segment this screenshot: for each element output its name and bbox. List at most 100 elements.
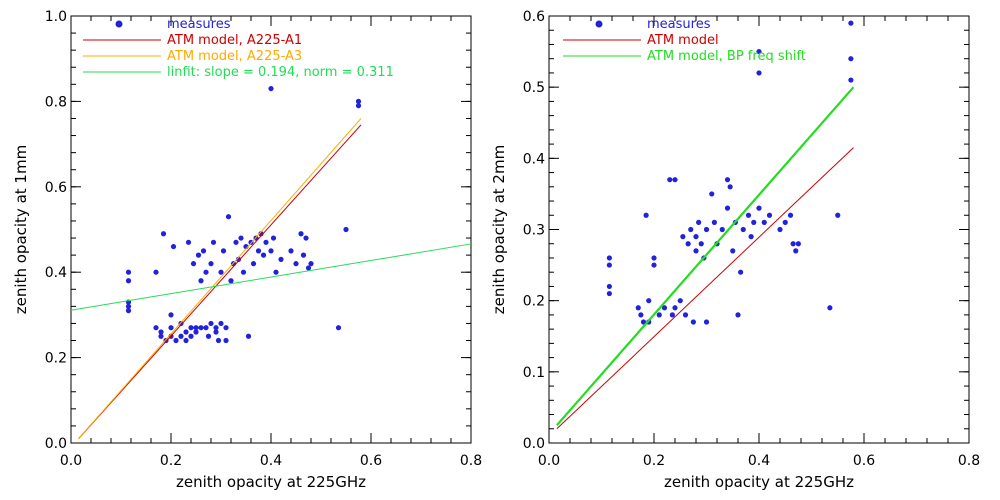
- data-point: [735, 312, 741, 318]
- legend-label: linfit: slope = 0.194, norm = 0.311: [167, 65, 394, 80]
- data-point: [761, 219, 767, 225]
- model-line: [78, 118, 362, 440]
- plot-frame: [548, 15, 970, 444]
- y-axis-label: zenith opacity at 2mm: [490, 145, 508, 314]
- data-point: [355, 103, 362, 109]
- y-tick-label: 0.8: [45, 94, 67, 110]
- data-point: [185, 239, 192, 245]
- data-point: [677, 298, 683, 304]
- x-tick-label: 0.4: [748, 453, 770, 469]
- y-tick-label: 0.1: [523, 365, 545, 381]
- data-point: [766, 212, 773, 218]
- data-point: [756, 205, 762, 211]
- data-point: [173, 337, 179, 344]
- x-axis-label: zenith opacity at 225GHz: [664, 473, 854, 491]
- data-point: [730, 248, 736, 254]
- data-point: [160, 231, 167, 237]
- data-point: [300, 252, 307, 258]
- data-point: [218, 269, 224, 275]
- data-point: [848, 77, 854, 83]
- y-tick-label: 0.2: [523, 294, 545, 310]
- data-point: [190, 261, 197, 267]
- x-tick-label: 0.2: [160, 453, 182, 469]
- data-point: [188, 325, 194, 331]
- model-line: [70, 243, 472, 311]
- y-tick-label: 0.0: [45, 436, 67, 452]
- chart-panel-1: 0.0 0.2 0.4 0.6 0.8 0.0 0.2 0.4 0.6 0.8 1.0 zenith …: [12, 9, 482, 491]
- data-point: [827, 305, 833, 311]
- data-point: [693, 234, 699, 240]
- data-point: [756, 48, 762, 55]
- data-point: [355, 98, 362, 104]
- legend-label: ATM model, A225-A3: [167, 49, 302, 64]
- data-point: [203, 269, 209, 275]
- data-point: [793, 248, 799, 254]
- data-point: [260, 252, 267, 258]
- data-point: [703, 226, 710, 233]
- model-line: [78, 124, 362, 440]
- legend-label: measures: [167, 17, 231, 32]
- data-point: [188, 333, 194, 339]
- data-point: [693, 248, 699, 254]
- x-tick-label: 0.0: [60, 453, 82, 469]
- data-point: [240, 269, 247, 275]
- chart-panel-2: 0.0 0.2 0.4 0.6 0.8 0.0 0.1 0.2 0.3 0.4 0.5 0.6 zeni…: [490, 9, 980, 491]
- data-point: [263, 239, 269, 245]
- data-point: [646, 298, 652, 304]
- data-point: [682, 312, 689, 318]
- data-point: [698, 241, 704, 247]
- data-point: [724, 205, 731, 211]
- data-point: [606, 283, 612, 290]
- legend-label: ATM model, BP freq shift: [647, 49, 806, 64]
- data-point: [218, 320, 224, 327]
- data-point: [168, 312, 174, 318]
- y-axis-label: zenith opacity at 1mm: [12, 145, 30, 314]
- data-point: [170, 243, 177, 250]
- data-point: [782, 219, 788, 225]
- data-point: [200, 248, 207, 254]
- data-point: [153, 325, 159, 331]
- data-point: [278, 256, 284, 262]
- data-point: [193, 325, 199, 331]
- data-point: [293, 261, 299, 267]
- data-point: [727, 184, 733, 190]
- data-point: [223, 325, 229, 331]
- y-tick-label: 0.0: [523, 436, 545, 452]
- data-point: [213, 329, 219, 335]
- legend-label: ATM model, A225-A1: [167, 33, 302, 48]
- legend-label: ATM model: [647, 33, 719, 48]
- data-point: [125, 269, 132, 275]
- data-point: [153, 269, 159, 275]
- data-point: [233, 239, 239, 245]
- data-point: [198, 325, 204, 331]
- data-point: [203, 325, 209, 331]
- data-point: [748, 234, 754, 240]
- legend-marker: [115, 20, 123, 28]
- data-point: [163, 337, 169, 344]
- y-tick-label: 0.4: [523, 151, 545, 167]
- data-point: [270, 235, 277, 241]
- data-point: [255, 248, 262, 254]
- data-point: [210, 239, 217, 245]
- data-point: [268, 248, 274, 254]
- y-tick-label: 0.6: [45, 180, 67, 196]
- data-point: [690, 319, 696, 325]
- data-point: [696, 219, 702, 225]
- model-line: [556, 86, 855, 426]
- data-point: [635, 305, 641, 311]
- x-tick-label: 0.0: [538, 453, 560, 469]
- data-point: [740, 226, 746, 233]
- y-tick-label: 0.3: [523, 223, 545, 239]
- data-point: [208, 320, 214, 327]
- data-point: [606, 255, 612, 261]
- data-point: [183, 337, 189, 344]
- data-point: [223, 337, 229, 344]
- x-tick-label: 0.2: [643, 453, 665, 469]
- data-point: [756, 70, 762, 76]
- data-point: [685, 241, 691, 247]
- y-tick-label: 0.5: [523, 80, 545, 96]
- data-point: [606, 290, 612, 297]
- data-point: [738, 269, 744, 275]
- data-point: [305, 265, 312, 271]
